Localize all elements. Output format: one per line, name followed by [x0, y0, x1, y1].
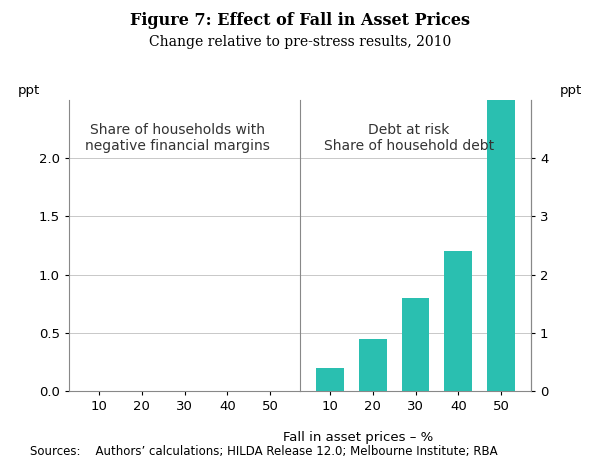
Bar [401, 298, 430, 391]
Bar [316, 368, 344, 391]
Text: Change relative to pre-stress results, 2010: Change relative to pre-stress results, 2… [149, 35, 451, 49]
Bar [359, 339, 386, 391]
Text: Sources:    Authors’ calculations; HILDA Release 12.0; Melbourne Institute; RBA: Sources: Authors’ calculations; HILDA Re… [30, 445, 497, 458]
Text: ppt: ppt [18, 84, 40, 97]
Bar [487, 97, 515, 391]
Text: ppt: ppt [560, 84, 582, 97]
Text: Fall in asset prices – %: Fall in asset prices – % [283, 431, 433, 444]
Bar [445, 251, 472, 391]
Text: Debt at risk
Share of household debt: Debt at risk Share of household debt [323, 123, 494, 153]
Text: Share of households with
negative financial margins: Share of households with negative financ… [85, 123, 270, 153]
Text: Figure 7: Effect of Fall in Asset Prices: Figure 7: Effect of Fall in Asset Prices [130, 12, 470, 29]
